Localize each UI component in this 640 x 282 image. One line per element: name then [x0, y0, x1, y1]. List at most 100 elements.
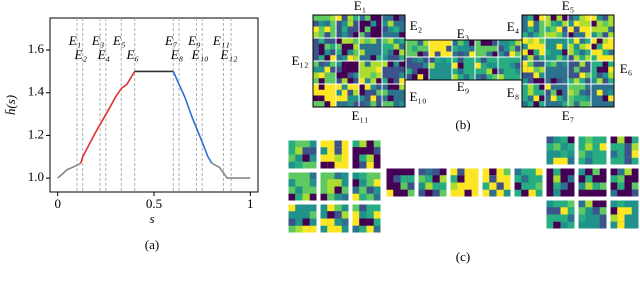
tile-cell [522, 38, 528, 44]
tile-cell [596, 43, 603, 50]
tile-cell [486, 62, 493, 69]
tile-cell [535, 168, 543, 176]
tile-cell [366, 186, 374, 194]
tile-cell [393, 43, 400, 50]
x-tick-label: 1 [247, 196, 254, 211]
tile-cell [560, 207, 568, 215]
tile-cell [486, 68, 493, 75]
tile-cell [527, 84, 534, 90]
tile-cell [480, 74, 487, 80]
tile-cell [585, 61, 591, 67]
tile-cell [359, 38, 365, 44]
tile-cell [330, 61, 336, 67]
tile-cell [347, 49, 354, 56]
tile-cell [359, 218, 367, 226]
tile-cell [546, 207, 554, 215]
tile-cell [324, 101, 331, 107]
tile-cell [309, 225, 317, 233]
tile-cell [514, 175, 522, 183]
tile-cell [341, 20, 348, 27]
tile-cell [364, 78, 371, 84]
tile-cell [439, 189, 447, 197]
tile-cell [585, 20, 591, 27]
tile-cell [610, 136, 618, 144]
tile-cell [509, 62, 516, 69]
tile-cell [364, 26, 371, 33]
tile-cell [373, 140, 381, 148]
tile-cell [417, 57, 424, 63]
tile-cell [492, 51, 498, 58]
tile-cell [585, 157, 593, 165]
tile-cell [353, 26, 359, 33]
tile-cell [528, 182, 536, 190]
tile-cell [624, 150, 632, 158]
tile-cell [406, 74, 412, 80]
tile-cell [562, 101, 568, 107]
tile-cell [591, 15, 597, 21]
tile-cell [567, 175, 575, 183]
tile-cell [387, 20, 394, 27]
tile-cell [327, 179, 335, 187]
tile-cell [382, 78, 388, 84]
tile-cell [387, 101, 394, 107]
tile-cell [573, 55, 580, 61]
tile-cell [521, 175, 529, 183]
tile-cell [556, 26, 563, 33]
tile-frame [319, 139, 350, 170]
tile-cell [334, 211, 342, 219]
tile-cell [450, 182, 458, 190]
tile-cell [347, 66, 354, 73]
tile-cell [539, 32, 545, 38]
tile-cell [302, 225, 310, 233]
tile-cell [602, 38, 609, 44]
tile-cell [579, 32, 586, 38]
tile-cell [359, 84, 365, 90]
tile-cell [486, 51, 493, 58]
tile-cell [539, 95, 545, 102]
tile-cell [341, 179, 349, 187]
tile-frame [287, 171, 318, 202]
tile-cell [399, 43, 405, 50]
tile-cell [498, 74, 504, 80]
tile-cell [434, 74, 441, 80]
tile-cell [309, 218, 317, 226]
tile-cell [624, 157, 632, 165]
tile-cell [515, 40, 521, 46]
tile-cell [539, 84, 545, 90]
tile-cell [387, 78, 394, 84]
tile-cell [608, 95, 614, 102]
tile-cell [463, 74, 470, 80]
tile-cell [347, 101, 354, 107]
tile-cell [631, 143, 639, 151]
tile-cell [579, 61, 586, 67]
y-tick-label: 1.4 [28, 84, 45, 99]
tile-cell [353, 84, 359, 90]
tile-cell [425, 182, 433, 190]
tile-cell [568, 78, 574, 84]
tile-cell [439, 168, 447, 176]
tile-cell [364, 15, 371, 21]
tile-cell [492, 40, 498, 46]
tile-cell [334, 193, 342, 201]
tile-cell [498, 68, 504, 75]
tile-cell [457, 51, 464, 58]
tile-cell [434, 57, 441, 63]
tile-cell [592, 143, 600, 151]
tile-cell [324, 32, 331, 38]
tile-cell [585, 43, 591, 50]
tile-cell [347, 95, 354, 102]
tile-cell [452, 62, 458, 69]
tile-cell [373, 186, 381, 194]
y-tick-label: 1.6 [28, 41, 45, 56]
tile-cell [393, 61, 400, 67]
tile-cell [592, 207, 600, 215]
tile-cell [382, 32, 388, 38]
tile-cell [324, 61, 331, 67]
tile-cell [560, 150, 568, 158]
caption: (a) [145, 237, 159, 252]
tile-cell [359, 211, 367, 219]
tile-cell [596, 20, 603, 27]
tile-cell [341, 172, 349, 180]
tile-cell [347, 55, 354, 61]
